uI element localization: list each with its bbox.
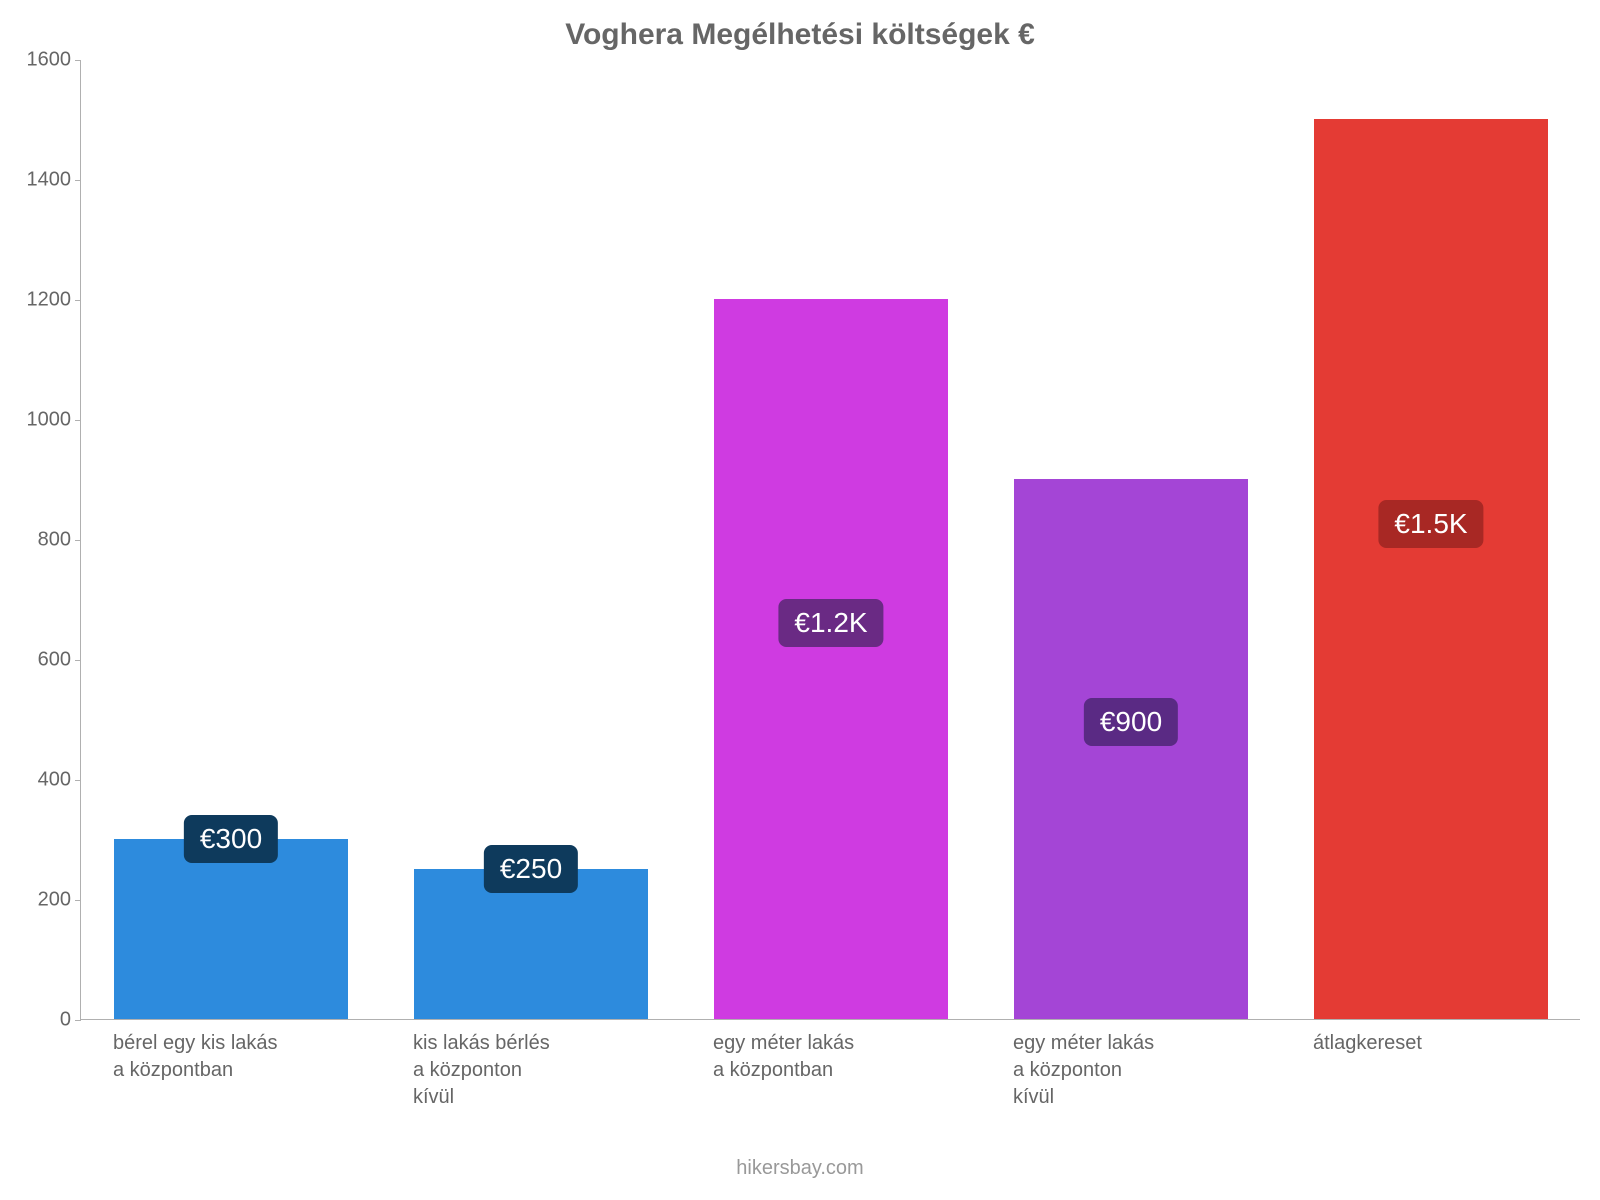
x-category-label: egy méter lakás a központon kívül [1013, 1030, 1247, 1111]
bar-slot: €900 [981, 60, 1281, 1019]
y-tick-label: 1200 [21, 289, 71, 312]
x-category-label: kis lakás bérlés a központon kívül [413, 1030, 647, 1111]
y-tick-label: 0 [21, 1009, 71, 1032]
y-tick-label: 1600 [21, 49, 71, 72]
bar-value-label: €300 [184, 815, 278, 863]
plot-area: 02004006008001000120014001600€300€250€1.… [80, 60, 1580, 1020]
chart-title: Voghera Megélhetési költségek € [0, 18, 1600, 52]
y-tick-label: 800 [21, 529, 71, 552]
bar [114, 839, 348, 1019]
bar [714, 299, 948, 1019]
bar [1014, 479, 1248, 1019]
y-tick-label: 400 [21, 769, 71, 792]
bar-slot: €1.2K [681, 60, 981, 1019]
bar-value-label: €1.5K [1378, 500, 1483, 548]
x-category-label: egy méter lakás a központban [713, 1030, 947, 1084]
cost-of-living-chart: Voghera Megélhetési költségek € 0 200 400 6… [0, 0, 1600, 1200]
y-tick-label: 1000 [21, 409, 71, 432]
bar-slot: €1.5K [1281, 60, 1581, 1019]
bar-slot: €300 [81, 60, 381, 1019]
bar-value-label: €900 [1084, 698, 1178, 746]
x-category-label: átlagkereset [1313, 1030, 1547, 1057]
bar-slot: €250 [381, 60, 681, 1019]
y-tick-label: 600 [21, 649, 71, 672]
chart-footer: hikersbay.com [0, 1157, 1600, 1180]
y-tick-label: 200 [21, 889, 71, 912]
bar [1314, 119, 1548, 1019]
bar-value-label: €1.2K [778, 599, 883, 647]
bar-value-label: €250 [484, 845, 578, 893]
x-category-label: bérel egy kis lakás a központban [113, 1030, 347, 1084]
y-tick-label: 1400 [21, 169, 71, 192]
y-tick-mark [75, 1020, 81, 1021]
